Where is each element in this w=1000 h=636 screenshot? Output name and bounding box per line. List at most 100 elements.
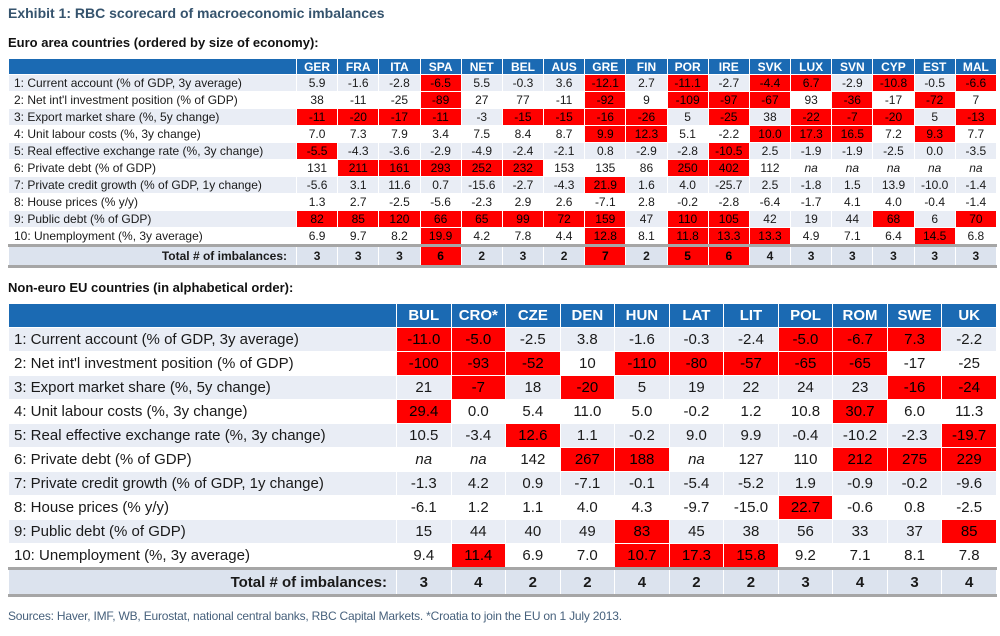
value-cell: -5.0 (777, 327, 834, 352)
total-cell: 2 (505, 567, 561, 597)
value-cell: 44 (831, 210, 874, 228)
value-cell: 5 (666, 108, 709, 126)
value-cell: 4.0 (872, 193, 915, 211)
total-label: Total # of imbalances: (8, 244, 297, 268)
total-cell: 3 (378, 244, 421, 268)
column-header-rom: ROM (832, 303, 888, 328)
value-cell: 161 (378, 159, 421, 177)
total-cell: 3 (396, 567, 452, 597)
non-euro-scorecard-table: BUL CRO* CZE DEN HUN LAT LIT POL ROM SWE UK 1: Curr… (8, 303, 997, 597)
value-cell: 70 (954, 210, 998, 228)
value-cell: 1.5 (831, 176, 874, 194)
total-cell: 3 (954, 244, 998, 268)
value-cell: 110 (666, 210, 709, 228)
value-cell: 9.9 (584, 125, 627, 143)
value-cell: -0.2 (614, 423, 670, 448)
value-cell: 0.9 (505, 471, 561, 496)
value-cell: -7 (450, 375, 507, 400)
indicator-row-1: 1: Current account (% of GDP, 3y average… (8, 327, 997, 352)
value-cell: -2.9 (625, 142, 668, 160)
column-header-swe: SWE (886, 303, 943, 328)
value-cell: -5.4 (668, 471, 725, 496)
value-cell: 159 (584, 210, 627, 228)
value-cell: 19.9 (419, 227, 462, 246)
indicator-label: 1: Current account (% of GDP, 3y average… (8, 327, 397, 352)
total-imbalances-row: Total # of imbalances: 3 4 2 2 4 2 2 3 4 3 4 (8, 567, 997, 597)
total-cell: 2 (559, 567, 616, 597)
value-cell: -13 (954, 108, 998, 126)
value-cell: 12.3 (625, 125, 668, 143)
total-cell: 3 (831, 244, 874, 268)
value-cell: -0.3 (501, 74, 545, 92)
column-header-uk: UK (941, 303, 997, 328)
value-cell: 1.6 (625, 176, 668, 194)
value-cell: na (450, 447, 507, 472)
value-cell: -2.7 (707, 74, 750, 92)
value-cell: 44 (450, 519, 507, 544)
total-cell: 4 (450, 567, 507, 597)
value-cell: 29.4 (396, 399, 452, 424)
value-cell: na (913, 159, 956, 177)
indicator-label: 8: House prices (% y/y) (8, 495, 397, 520)
value-cell: -11 (337, 91, 380, 109)
value-cell: 9.9 (723, 423, 779, 448)
value-cell: 22.7 (777, 495, 834, 520)
total-cell: 3 (295, 244, 339, 268)
value-cell: 7.0 (295, 125, 339, 143)
value-cell: -2.5 (378, 193, 421, 211)
indicator-label: 2: Net int'l investment position (% of G… (8, 91, 297, 109)
value-cell: -15 (501, 108, 545, 126)
column-header-hun: HUN (614, 303, 670, 328)
value-cell: -2.7 (501, 176, 545, 194)
column-header-svn: SVN (831, 58, 874, 75)
value-cell: -0.2 (668, 399, 725, 424)
value-cell: 13.9 (872, 176, 915, 194)
column-header-gre: GRE (584, 58, 627, 75)
total-label: Total # of imbalances: (8, 567, 397, 597)
value-cell: 188 (614, 447, 670, 472)
value-cell: 267 (559, 447, 616, 472)
value-cell: 38 (723, 519, 779, 544)
euro-area-scorecard-table: GER FRA ITA SPA NET BEL AUS GRE FIN POR IRE SVK LUX S… (8, 58, 998, 268)
value-cell: 6 (913, 210, 956, 228)
indicator-row-10: 10: Unemployment (%, 3y average) 9.4 11.4 6… (8, 543, 997, 569)
value-cell: 120 (378, 210, 421, 228)
indicator-label: 3: Export market share (%, 5y change) (8, 375, 397, 400)
value-cell: -11.1 (666, 74, 709, 92)
value-cell: -25 (941, 351, 997, 376)
value-cell: na (954, 159, 998, 177)
value-cell: -16 (584, 108, 627, 126)
value-cell: -7.1 (584, 193, 627, 211)
value-cell: -67 (748, 91, 792, 109)
value-cell: 11.3 (941, 399, 997, 424)
column-header-lux: LUX (790, 58, 833, 75)
value-cell: 252 (460, 159, 503, 177)
total-cell: 7 (584, 244, 627, 268)
page-title: Exhibit 1: RBC scorecard of macroeconomi… (8, 5, 385, 21)
indicator-label: 6: Private debt (% of GDP) (8, 447, 397, 472)
value-cell: 7.7 (954, 125, 998, 143)
column-header-lit: LIT (723, 303, 779, 328)
value-cell: -2.5 (505, 327, 561, 352)
indicator-label: 5: Real effective exchange rate (%, 3y c… (8, 423, 397, 448)
indicator-label: 6: Private debt (% of GDP) (8, 159, 297, 177)
total-cell: 3 (886, 567, 943, 597)
column-header-ger: GER (295, 58, 339, 75)
value-cell: 37 (886, 519, 943, 544)
value-cell: -3.5 (954, 142, 998, 160)
value-cell: -0.6 (832, 495, 888, 520)
value-cell: 68 (872, 210, 915, 228)
value-cell: -80 (668, 351, 725, 376)
value-cell: 49 (559, 519, 616, 544)
value-cell: 6.9 (505, 543, 561, 569)
indicator-label: 3: Export market share (%, 5y change) (8, 108, 297, 126)
value-cell: -5.5 (295, 142, 339, 160)
value-cell: -0.3 (668, 327, 725, 352)
value-cell: -9.6 (941, 471, 997, 496)
indicator-row-6: 6: Private debt (% of GDP) 131 211 161 293 25… (8, 159, 998, 177)
value-cell: 212 (832, 447, 888, 472)
value-cell: 250 (666, 159, 709, 177)
column-header-aus: AUS (543, 58, 586, 75)
value-cell: 13.3 (748, 227, 792, 246)
value-cell: 16.5 (831, 125, 874, 143)
